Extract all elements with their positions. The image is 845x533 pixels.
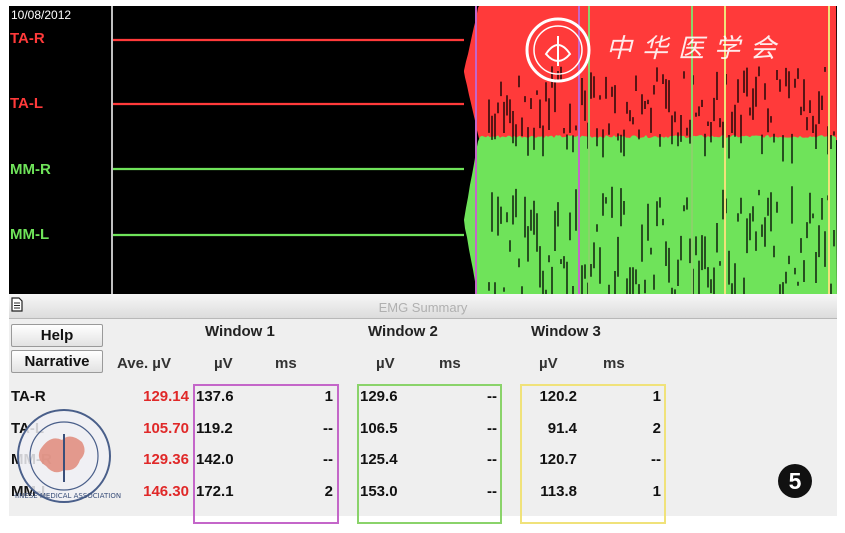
channel-label-mm-r: MM-R (10, 161, 51, 178)
channel-label-mm-l: MM-L (10, 226, 50, 243)
emg-trace-display: 10/08/2012 TA-R TA-L MM-R MM-L (9, 6, 837, 294)
window-1-uv-value: 172.1 (196, 483, 234, 500)
society-seal-watermark (525, 17, 591, 83)
window-3-ms-value: 2 (652, 420, 661, 437)
narrative-button[interactable]: Narrative (11, 350, 103, 373)
channel-label-ta-l: TA-L (10, 95, 44, 112)
window-1-ms-value: -- (323, 420, 333, 437)
stamp-caption: CHINESE MEDICAL ASSOCIATION (14, 492, 121, 500)
panel-titlebar: EMG Summary (9, 294, 837, 319)
window-2-ms-value: -- (487, 483, 497, 500)
row-label: TA-R (11, 388, 46, 405)
window-2-ms-header: ms (439, 355, 461, 372)
window-1-frame (193, 384, 339, 524)
window-2-uv-value: 106.5 (360, 420, 398, 437)
window-3-uv-value: 91.4 (547, 420, 577, 437)
window-3-ms-value: 1 (652, 388, 661, 405)
window-2-uv-header: µV (376, 355, 395, 372)
window-2-ms-value: -- (487, 388, 497, 405)
window-3-ms-value: 1 (652, 483, 661, 500)
window-2-uv-value: 129.6 (360, 388, 398, 405)
window-3-uv-header: µV (539, 355, 558, 372)
window-2-uv-value: 153.0 (360, 483, 398, 500)
document-icon[interactable] (11, 297, 23, 312)
window-1-ms-value: 1 (324, 388, 333, 405)
window-1-uv-value: 119.2 (196, 420, 233, 437)
window-3-ms-header: ms (603, 355, 625, 372)
window-3-title: Window 3 (531, 323, 601, 340)
panel-title: EMG Summary (378, 300, 468, 315)
figure-panel-number: 5 (778, 464, 812, 498)
window-3-uv-value: 120.7 (539, 451, 577, 468)
ave-uv-value: 129.36 (143, 451, 189, 468)
window-2-frame (357, 384, 502, 524)
window-1-ms-value: 2 (324, 483, 333, 500)
window-2-ms-value: -- (487, 451, 497, 468)
recording-date: 10/08/2012 (11, 8, 72, 22)
help-button[interactable]: Help (11, 324, 103, 347)
emg-summary-panel: EMG Summary Help Narrative Ave. µV Windo… (9, 294, 837, 524)
window-3-frame (520, 384, 666, 524)
window-1-uv-header: µV (214, 355, 233, 372)
burst-spike-texture (488, 66, 835, 294)
window-3-ms-value: -- (651, 451, 661, 468)
window-1-uv-value: 137.6 (196, 388, 234, 405)
window-2-title: Window 2 (368, 323, 438, 340)
ave-uv-value: 105.70 (143, 420, 189, 437)
ave-uv-value: 129.14 (143, 388, 189, 405)
window-3-uv-value: 113.8 (540, 483, 577, 500)
window-2-uv-value: 125.4 (360, 451, 398, 468)
ave-uv-header: Ave. µV (117, 355, 171, 372)
association-stamp: CHINESE MEDICAL ASSOCIATION (14, 409, 121, 503)
window-1-title: Window 1 (205, 323, 275, 340)
ave-uv-value: 146.30 (143, 483, 189, 500)
mm-burst (464, 135, 837, 294)
channel-label-ta-r: TA-R (10, 30, 45, 47)
window-3-uv-value: 120.2 (539, 388, 577, 405)
society-name-watermark: 中华医学会 (606, 34, 787, 64)
window-1-ms-value: -- (323, 451, 333, 468)
window-1-ms-header: ms (275, 355, 297, 372)
emg-waveform-canvas (111, 6, 837, 294)
window-1-uv-value: 142.0 (196, 451, 234, 468)
window-2-ms-value: -- (487, 420, 497, 437)
